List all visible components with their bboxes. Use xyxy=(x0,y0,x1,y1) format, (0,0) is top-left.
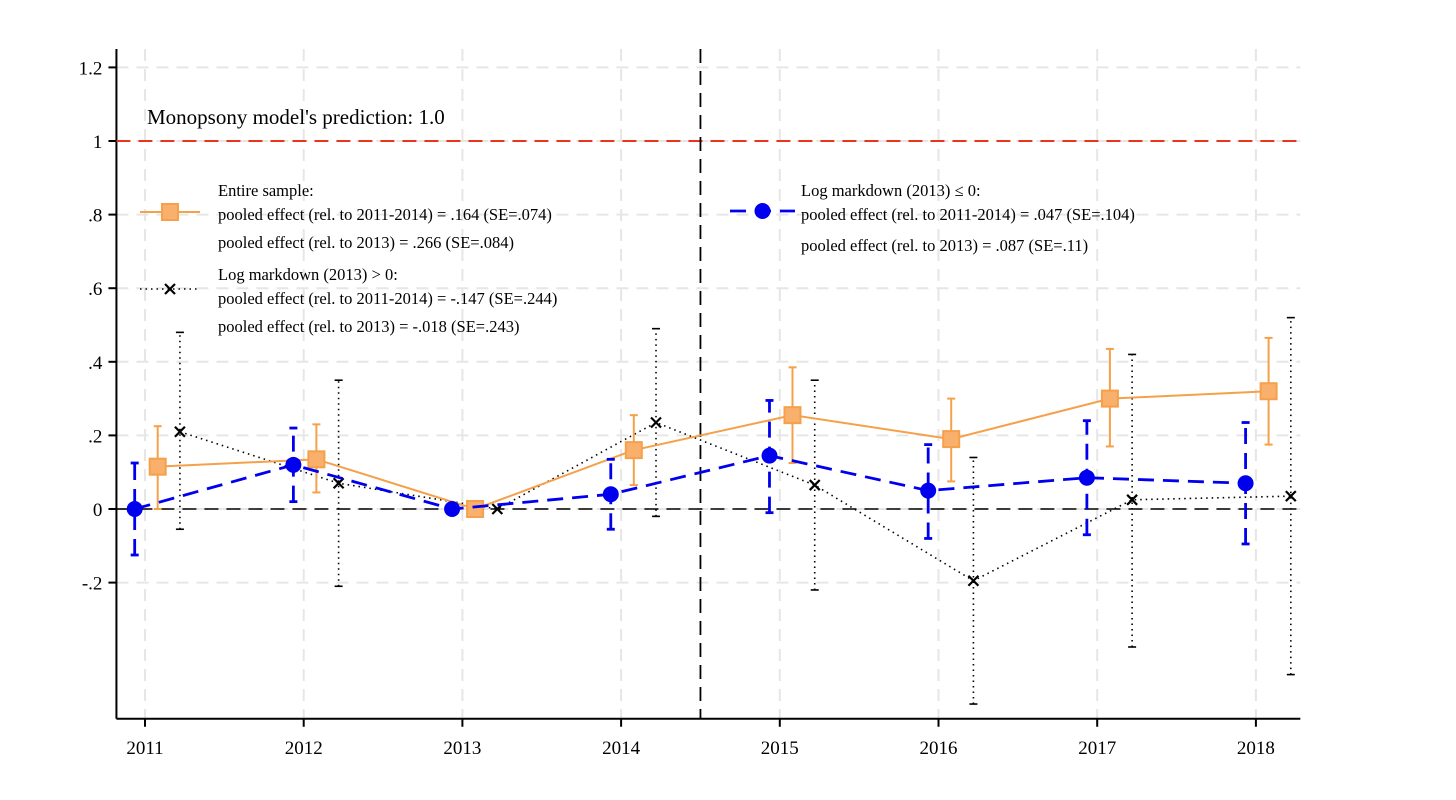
data-point xyxy=(783,406,802,425)
series-line xyxy=(157,390,1269,511)
y-tick-label: .8 xyxy=(88,206,102,227)
x-stroke xyxy=(164,283,176,295)
legend-line: pooled effect (rel. to 2013) = -.018 (SE… xyxy=(218,317,519,336)
reference-lines xyxy=(116,49,1301,719)
data-point xyxy=(808,479,821,491)
legend-key-marker xyxy=(161,203,179,221)
legend-entry-markdown-positive: Log markdown (2013) > 0: pooled effect (… xyxy=(218,265,557,336)
y-tick-label: -.2 xyxy=(82,574,103,595)
x-tick-label: 2016 xyxy=(920,738,958,759)
legend-line: pooled effect (rel. to 2011-2014) = .164… xyxy=(218,205,552,224)
legend-title: Entire sample: xyxy=(218,181,314,200)
data-point xyxy=(602,486,619,503)
series-entire-sample xyxy=(148,336,1278,518)
legend-line: pooled effect (rel. to 2011-2014) = -.14… xyxy=(218,289,557,308)
data-point xyxy=(126,501,143,517)
x-stroke xyxy=(174,425,186,438)
legend-title: Log markdown (2013) > 0: xyxy=(218,265,398,284)
data-point xyxy=(307,450,326,469)
data-point xyxy=(942,430,961,449)
x-stroke xyxy=(1285,490,1297,502)
legend-line: pooled effect (rel. to 2011-2014) = .047… xyxy=(801,205,1135,224)
data-point xyxy=(466,500,485,518)
x-tick-label: 2018 xyxy=(1237,738,1275,759)
data-point xyxy=(285,456,302,473)
plot-area xyxy=(126,316,1297,705)
data-point xyxy=(174,425,186,438)
x-stroke xyxy=(808,479,821,491)
data-point xyxy=(1237,475,1254,492)
grid-lines xyxy=(116,49,1301,719)
legend-entry-entire-sample: Entire sample: pooled effect (rel. to 20… xyxy=(218,181,552,252)
x-tick-label: 2013 xyxy=(443,738,481,759)
x-stroke xyxy=(332,477,345,490)
monopsony-annotation: Monopsony model's prediction: 1.0 xyxy=(147,105,445,129)
series-line xyxy=(134,454,1246,511)
legend-key xyxy=(140,283,200,295)
data-point xyxy=(332,477,345,490)
data-point xyxy=(1078,469,1095,486)
legend-key xyxy=(140,203,200,221)
x-stroke xyxy=(1126,494,1138,506)
y-tick-label: .2 xyxy=(88,426,102,447)
legend-line: pooled effect (rel. to 2013) = .087 (SE=… xyxy=(801,236,1088,255)
legend-key-marker xyxy=(754,203,771,219)
x-tick-label: 2011 xyxy=(126,738,163,759)
data-point xyxy=(624,441,643,460)
legend-key xyxy=(730,203,795,219)
legend: Entire sample: pooled effect (rel. to 20… xyxy=(140,181,1135,336)
data-point xyxy=(650,416,662,429)
y-tick-label: .4 xyxy=(88,353,103,374)
data-point xyxy=(920,482,937,499)
x-tick-label: 2015 xyxy=(761,738,799,759)
legend-entry-markdown-nonpositive: Log markdown (2013) ≤ 0: pooled effect (… xyxy=(801,181,1135,255)
series-log-markdown-2013-0 xyxy=(126,399,1254,557)
y-tick-label: 1.2 xyxy=(79,58,103,79)
series-line xyxy=(179,421,1291,582)
legend-line: pooled effect (rel. to 2013) = .266 (SE=… xyxy=(218,233,514,252)
x-tick-label: 2017 xyxy=(1078,738,1116,759)
data-point xyxy=(1259,382,1278,401)
series-log-markdown-2013-0 xyxy=(174,316,1297,705)
data-point xyxy=(1126,494,1138,506)
x-tick-label: 2012 xyxy=(285,738,323,759)
data-point xyxy=(761,447,778,464)
x-tick-label: 2014 xyxy=(602,738,641,759)
x-stroke xyxy=(967,574,980,587)
legend-title: Log markdown (2013) ≤ 0: xyxy=(801,181,981,200)
data-point xyxy=(967,574,980,587)
data-point xyxy=(444,501,461,517)
data-point xyxy=(148,457,167,476)
y-tick-label: 1 xyxy=(93,132,103,153)
legend-key-marker xyxy=(164,283,176,295)
y-tick-label: 0 xyxy=(93,500,103,521)
x-stroke xyxy=(650,416,662,429)
axes: 1.2 1 .8 .6 .4 .2 0 -.2 2011 2012 2013 2014 2015 2016… xyxy=(79,49,1301,759)
data-point xyxy=(1285,490,1297,502)
data-point xyxy=(1100,389,1119,408)
y-tick-label: .6 xyxy=(88,279,102,300)
